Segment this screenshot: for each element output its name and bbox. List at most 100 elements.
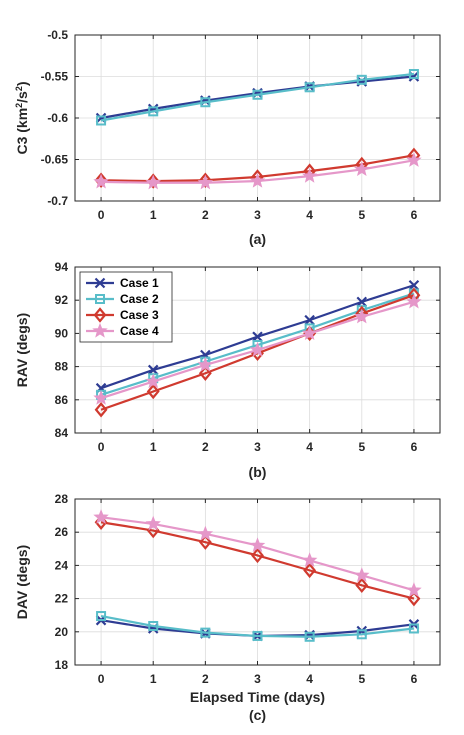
y-tick-label: 20: [55, 625, 69, 639]
data-point: [408, 623, 419, 634]
x-tick-label: 6: [411, 672, 418, 686]
x-tick-label: 0: [98, 672, 105, 686]
y-tick-label: 18: [55, 658, 69, 672]
y-tick-label: 26: [55, 525, 69, 539]
data-point: [200, 627, 211, 638]
y-tick-label: -0.5: [47, 28, 68, 42]
data-point: [148, 106, 159, 117]
data-point: [197, 356, 214, 372]
legend-label: Case 1: [120, 276, 159, 290]
legend-label: Case 2: [120, 292, 159, 306]
data-point: [249, 537, 266, 553]
series-line: [100, 521, 415, 600]
data-point: [198, 365, 212, 381]
x-tick-label: 5: [358, 440, 365, 454]
data-point: [145, 515, 161, 531]
y-tick-label: 24: [55, 558, 69, 572]
x-tick-label: 6: [411, 208, 418, 222]
x-tick-label: 5: [358, 672, 365, 686]
series-case-4: [93, 152, 422, 190]
y-axis-label: RAV (degs): [14, 313, 30, 387]
data-point: [354, 161, 370, 177]
x-axis-label: Elapsed Time (days): [190, 689, 325, 705]
series-line: [100, 72, 415, 122]
subplot-caption: (c): [249, 707, 266, 723]
data-point: [252, 89, 263, 100]
data-point: [93, 509, 109, 524]
x-tick-label: 3: [254, 672, 261, 686]
x-tick-label: 4: [306, 672, 313, 686]
data-point: [94, 172, 108, 188]
data-point: [94, 402, 108, 418]
y-tick-label: -0.55: [41, 70, 69, 84]
data-point: [93, 389, 109, 405]
chart-panel-c: 0 1 2 3 4 5 6 18 20 22 24 26 28 DAV (degs) Elapsed Tim…: [14, 492, 441, 723]
y-tick-label: 22: [55, 592, 69, 606]
data-point: [356, 629, 367, 640]
legend-label: Case 4: [120, 324, 159, 338]
data-point: [406, 582, 422, 597]
y-tick-label: 88: [55, 360, 69, 374]
y-tick-label: 28: [55, 492, 69, 506]
y-tick-label: 92: [55, 293, 69, 307]
x-tick-label: 4: [306, 208, 313, 222]
legend-marker: [92, 322, 108, 338]
data-point: [197, 525, 214, 541]
data-point: [408, 69, 419, 80]
data-point: [93, 173, 109, 189]
x-tick-label: 1: [150, 672, 157, 686]
y-axis-label: DAV (degs): [14, 545, 30, 619]
data-point: [356, 74, 367, 85]
data-point: [406, 152, 422, 167]
subplot-caption: (b): [249, 464, 267, 480]
data-point: [304, 314, 315, 326]
x-tick-label: 3: [254, 208, 261, 222]
legend-marker: [95, 294, 105, 304]
data-point: [200, 97, 211, 108]
data-point: [301, 325, 318, 341]
data-point: [251, 547, 264, 564]
series-case-2: [96, 69, 419, 126]
x-tick-label: 2: [202, 208, 209, 222]
data-point: [252, 630, 263, 641]
x-tick-label: 2: [202, 440, 209, 454]
data-point: [301, 167, 318, 183]
data-point: [249, 172, 266, 188]
x-tick-label: 4: [306, 440, 313, 454]
x-tick-label: 3: [254, 440, 261, 454]
legend-marker: [94, 277, 106, 289]
series-line: [100, 614, 415, 638]
data-point: [145, 174, 161, 190]
legend-marker: [93, 307, 107, 323]
data-point: [148, 620, 159, 631]
data-point: [304, 631, 315, 642]
data-point: [249, 341, 266, 357]
legend-label: Case 3: [120, 308, 159, 322]
subplot-caption: (a): [249, 231, 266, 247]
x-tick-label: 1: [150, 208, 157, 222]
y-tick-label: 94: [55, 260, 69, 274]
data-point: [303, 562, 317, 579]
y-tick-label: 90: [55, 326, 69, 340]
y-tick-label: 84: [55, 426, 69, 440]
data-point: [198, 534, 212, 550]
data-point: [407, 590, 421, 607]
data-point: [147, 364, 159, 376]
series-case-4: [93, 509, 422, 597]
y-tick-label: -0.7: [47, 194, 68, 208]
data-point: [146, 383, 160, 400]
data-point: [96, 611, 107, 622]
x-tick-label: 0: [98, 440, 105, 454]
data-point: [304, 82, 315, 93]
y-tick-label: -0.65: [41, 153, 69, 167]
x-tick-label: 5: [358, 208, 365, 222]
data-point: [408, 279, 420, 291]
x-tick-label: 1: [150, 440, 157, 454]
chart-panel-a: 0 1 2 3 4 5 6 -0.7 -0.65 -0.6 -0.55 -0.5 C3 (km2/s2)…: [14, 28, 441, 247]
x-tick-label: 0: [98, 208, 105, 222]
x-tick-label: 6: [411, 440, 418, 454]
data-point: [354, 308, 370, 324]
series-case-2: [96, 611, 419, 642]
